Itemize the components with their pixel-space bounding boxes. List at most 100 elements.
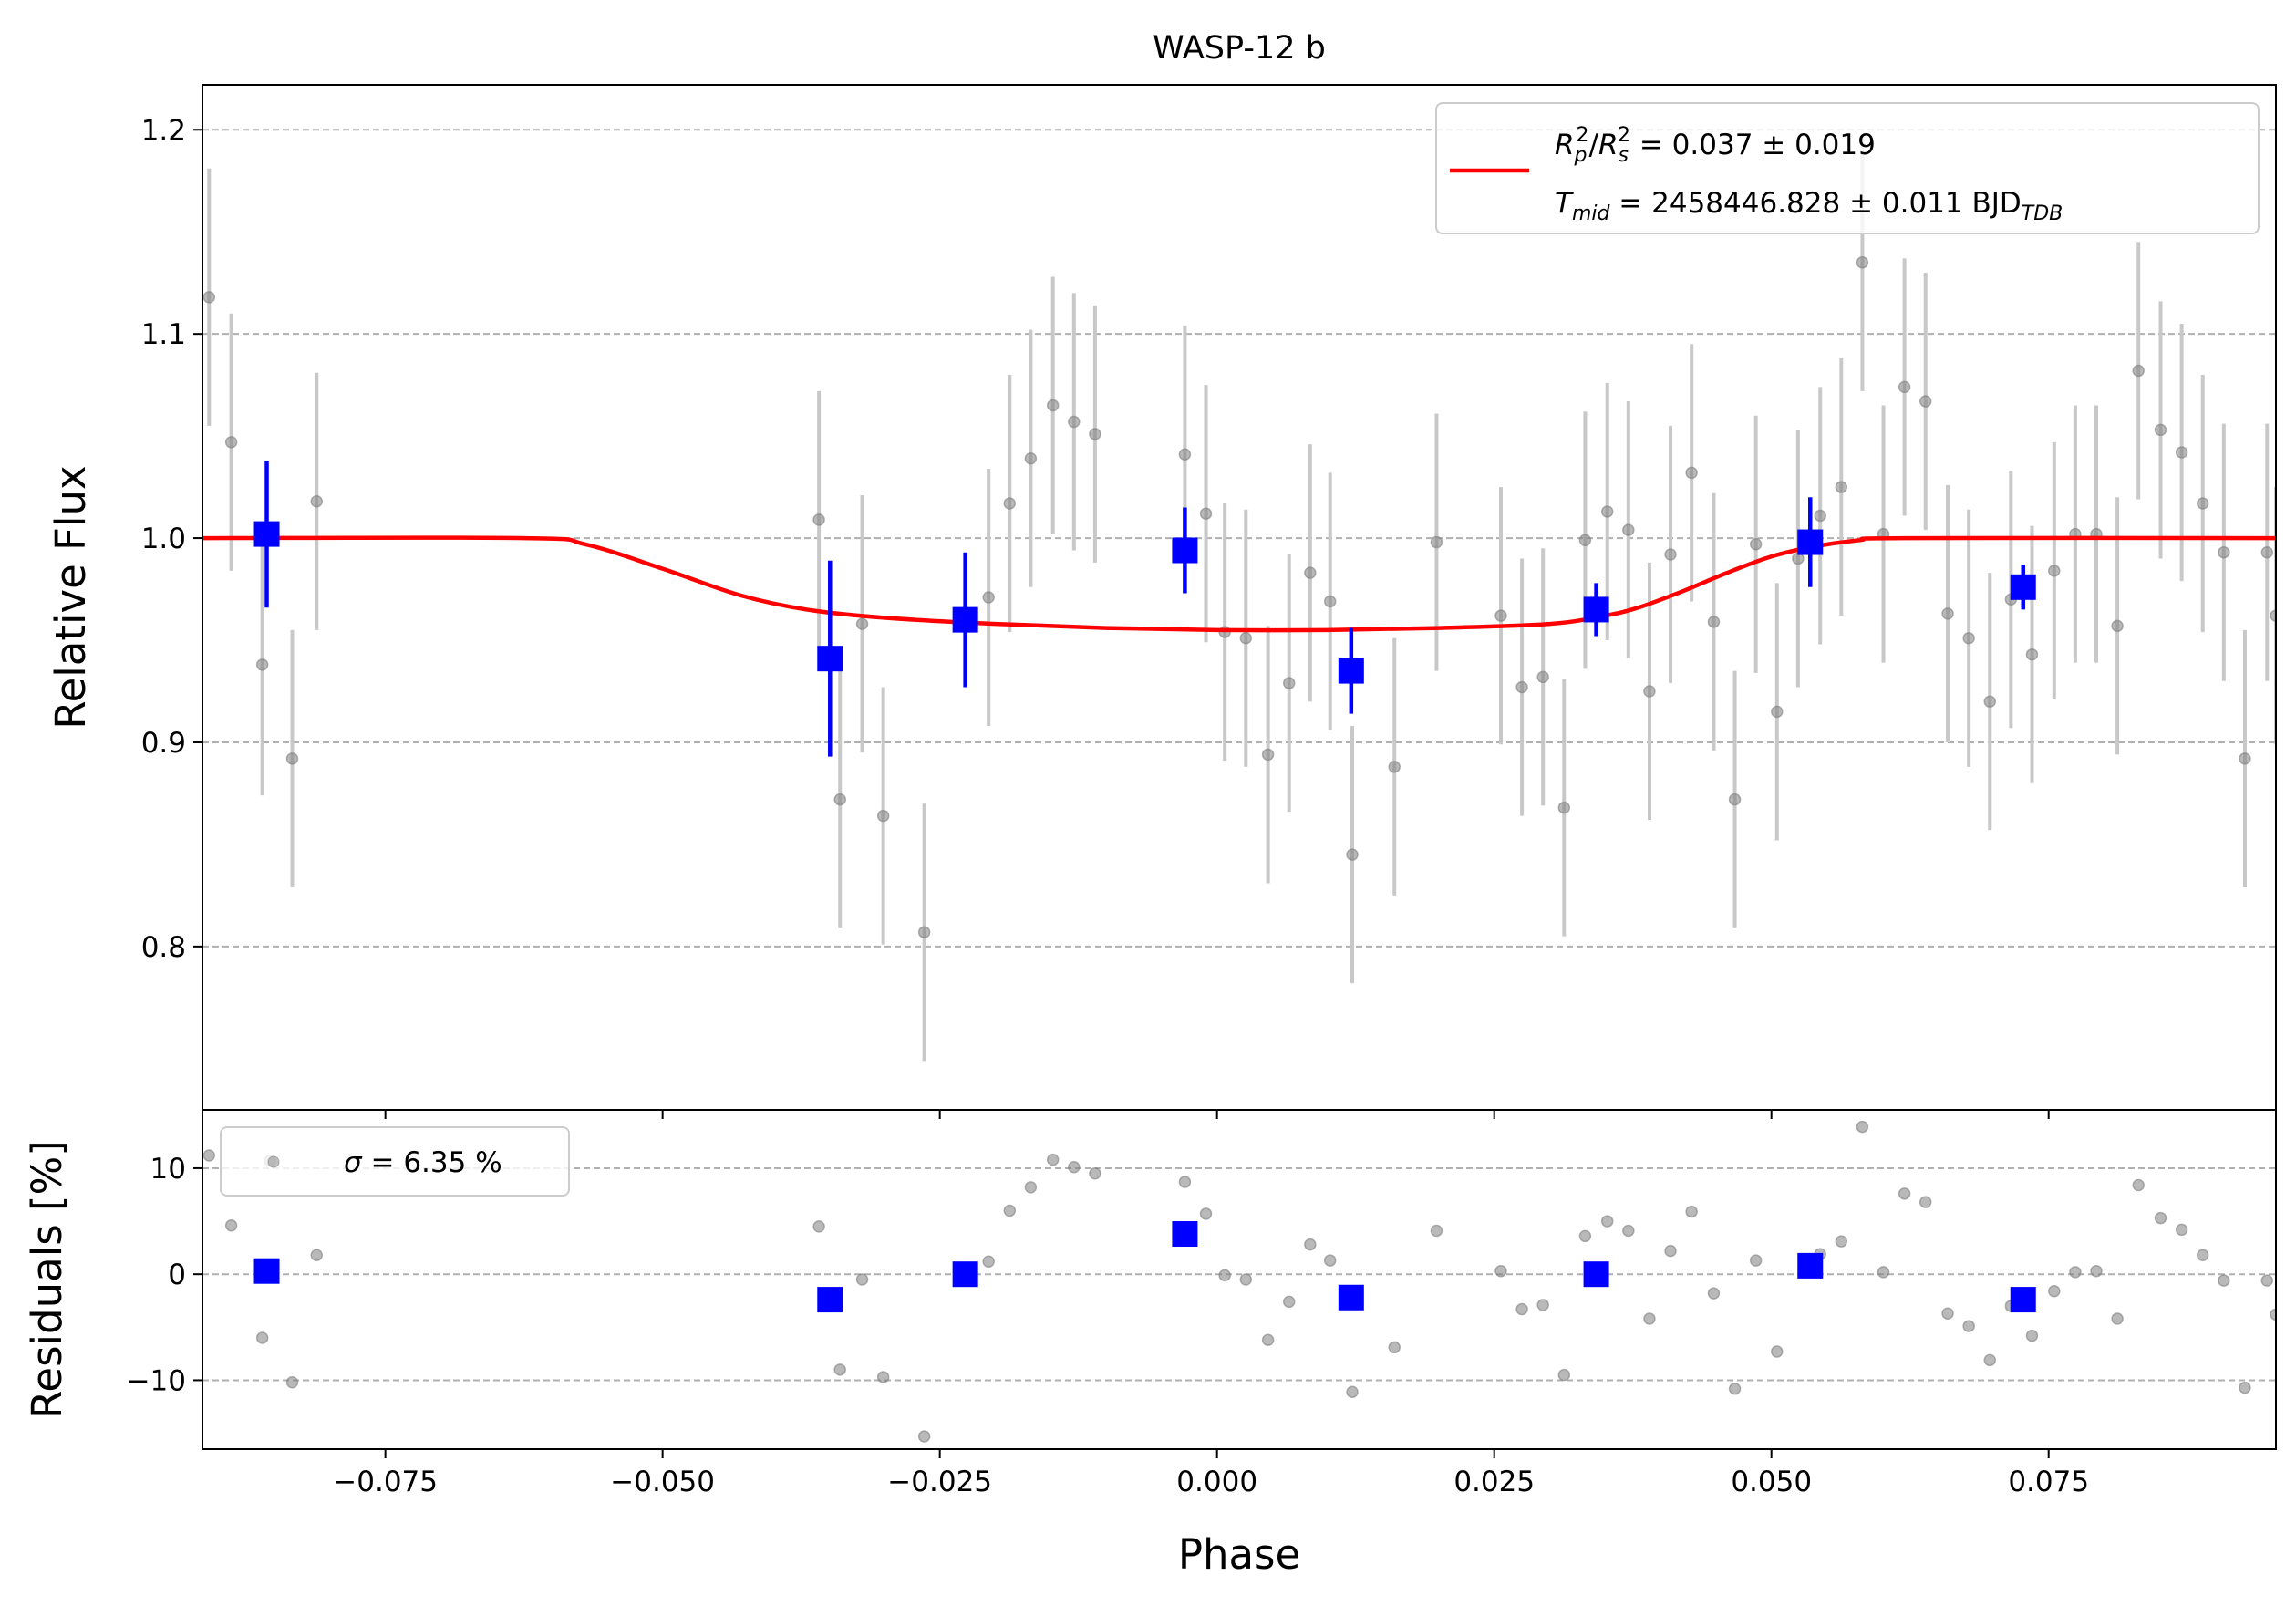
- raw-point: [1557, 801, 1571, 814]
- raw-point: [1046, 399, 1060, 412]
- raw-point: [1622, 523, 1635, 536]
- residual-raw-point: [1323, 1254, 1337, 1267]
- residual-raw-point: [1304, 1238, 1317, 1251]
- residual-raw-point: [2025, 1329, 2039, 1342]
- binned-point: [1338, 658, 1364, 684]
- residual-raw-point: [1664, 1244, 1677, 1258]
- residual-binned-point: [1172, 1221, 1198, 1248]
- raw-point: [2175, 446, 2188, 459]
- x-ticks: −0.075 −0.050 −0.025 0.000 0.025 0.050 0.075: [333, 1110, 2089, 1498]
- residual-raw-point: [2218, 1274, 2230, 1287]
- flux-y-tick-label: 1.2: [141, 114, 186, 147]
- residual-raw-point: [1199, 1207, 1213, 1220]
- raw-point: [1430, 535, 1443, 549]
- raw-point: [833, 793, 846, 806]
- x-tick-label: 0.000: [1176, 1466, 1257, 1498]
- residual-binned-point: [2010, 1287, 2036, 1313]
- residual-y-tick-label: 0: [168, 1259, 186, 1291]
- raw-point: [2260, 545, 2274, 559]
- residual-raw-point: [1685, 1205, 1698, 1218]
- residual-raw-point: [255, 1331, 269, 1344]
- residual-raw-point: [812, 1220, 825, 1233]
- raw-point: [876, 809, 890, 823]
- x-tick-label: −0.025: [887, 1466, 992, 1498]
- raw-point: [1515, 680, 1528, 694]
- residual-raw-point: [1282, 1295, 1296, 1309]
- residual-binned-point: [1583, 1261, 1609, 1288]
- residual-raw-point: [1346, 1385, 1359, 1398]
- raw-point: [202, 291, 216, 304]
- residual-raw-point: [1068, 1161, 1081, 1174]
- raw-point: [1282, 677, 1296, 689]
- raw-point: [255, 658, 269, 671]
- residual-axes-frame: [202, 1109, 2277, 1450]
- residual-raw-point: [2132, 1178, 2145, 1192]
- residual-y-axis-label: Residuals [%]: [23, 1140, 71, 1419]
- x-tick-label: 0.050: [1731, 1466, 1812, 1498]
- raw-point: [285, 752, 299, 765]
- raw-point: [1835, 481, 1848, 493]
- flux-legend: Rp2/Rs2 = 0.037 ± 0.019 Tmid = 2458446.8…: [1435, 102, 2260, 234]
- raw-point: [2132, 364, 2145, 378]
- residual-y-ticks: −10 0 10: [127, 1153, 202, 1397]
- residual-raw-point: [855, 1273, 869, 1286]
- chart-title: WASP-12 b: [1153, 30, 1326, 67]
- raw-point: [2196, 497, 2209, 510]
- flux-panel: 0.8 0.9 1.0 1.1 1.2 Relative Flux Rp2/Rs2 = …: [47, 84, 2277, 1111]
- residual-raw-point: [1239, 1273, 1253, 1286]
- residual-raw-point: [2090, 1264, 2103, 1278]
- raw-point: [1388, 761, 1401, 773]
- raw-point: [1643, 685, 1656, 698]
- residual-legend: σ = 6.35 %: [220, 1126, 570, 1197]
- residual-raw-point: [1941, 1307, 1954, 1320]
- residual-binned-point: [817, 1287, 843, 1313]
- residual-panel: −10 0 10 Residuals [%] σ = 6.35 %: [23, 1109, 2277, 1450]
- residual-raw-point: [1856, 1120, 1869, 1134]
- legend-tmid-entry: Tmid = 2458446.828 ± 0.011 BJDTDB: [1555, 187, 2063, 225]
- raw-point: [1323, 595, 1337, 608]
- residual-raw-point: [833, 1363, 846, 1376]
- residual-raw-point: [1557, 1368, 1571, 1382]
- residual-raw-point: [1430, 1224, 1443, 1238]
- flux-y-tick-label: 1.0: [141, 523, 186, 555]
- residual-raw-point: [1046, 1153, 1060, 1166]
- residual-raw-point: [1178, 1176, 1192, 1188]
- residual-raw-point: [1877, 1266, 1890, 1279]
- residual-raw-point: [1622, 1224, 1635, 1238]
- residual-raw-point: [1962, 1320, 1975, 1332]
- residual-binned-point: [952, 1261, 978, 1288]
- raw-point: [1239, 632, 1253, 645]
- flux-data-layer: [202, 133, 2276, 1062]
- binned-point: [253, 521, 280, 547]
- residual-raw-point: [1728, 1382, 1742, 1395]
- raw-point: [1898, 380, 1911, 394]
- residual-raw-point: [917, 1430, 931, 1443]
- raw-point: [1856, 256, 1869, 269]
- residual-raw-point: [1024, 1181, 1038, 1194]
- flux-y-ticks: 0.8 0.9 1.0 1.1 1.2: [141, 114, 202, 964]
- raw-point: [1199, 507, 1213, 520]
- binned-points: [253, 521, 2036, 684]
- residual-raw-point: [1089, 1167, 1101, 1180]
- raw-point: [2025, 648, 2039, 661]
- residual-binned-point: [1797, 1252, 1824, 1279]
- raw-point: [1664, 548, 1677, 561]
- residual-raw-point: [2111, 1312, 2124, 1325]
- raw-point: [1178, 448, 1192, 461]
- residual-raw-point: [1515, 1302, 1528, 1316]
- raw-point: [1941, 607, 1954, 620]
- flux-y-tick-label: 0.8: [141, 931, 186, 964]
- raw-point: [1962, 632, 1975, 645]
- raw-point: [1707, 616, 1721, 628]
- raw-point: [1089, 428, 1101, 440]
- binned-point: [2010, 574, 2036, 600]
- raw-point: [855, 617, 869, 630]
- raw-point: [2048, 565, 2061, 577]
- residual-raw-point: [1707, 1287, 1721, 1300]
- residual-binned-points: [253, 1221, 2036, 1313]
- legend-depth-entry: Rp2/Rs2 = 0.037 ± 0.019: [1555, 124, 1876, 167]
- raw-point: [982, 591, 995, 604]
- binned-point: [1797, 529, 1824, 555]
